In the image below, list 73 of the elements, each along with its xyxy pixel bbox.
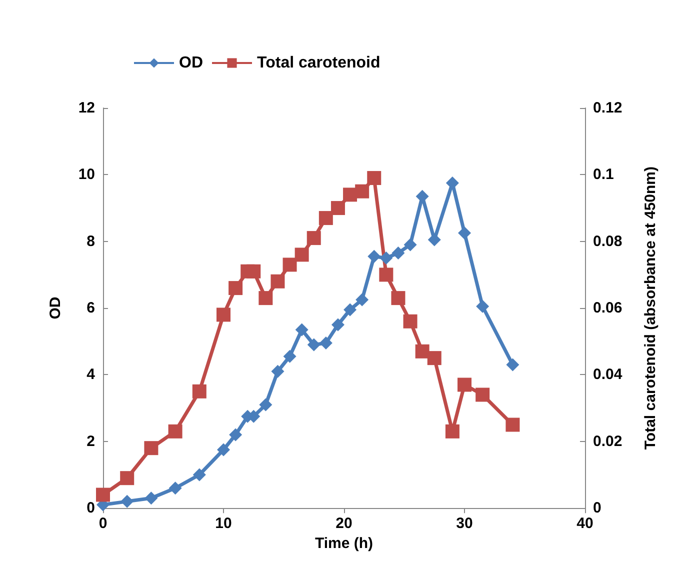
point [96,488,110,502]
point [192,468,206,482]
point [404,238,417,252]
x-tick-label: 40 [576,515,594,532]
x-tick-label: 20 [336,515,352,532]
legend-label: Total carotenoid [257,54,380,72]
point [246,264,261,278]
point [259,398,272,412]
point [120,471,134,486]
y-tick-label: 10 [78,166,95,184]
point [368,250,381,263]
point [120,494,134,508]
y2-axis-title: Total carotenoid (absorbance at 450nm) [642,166,659,450]
point [306,231,321,246]
point [392,246,405,260]
y-tick-label: 8 [86,232,95,250]
point [271,364,284,378]
x-tick-label: 30 [456,515,473,532]
point [458,226,471,240]
point [476,300,490,313]
x-tick-label: 10 [215,515,232,532]
point [427,351,442,366]
y2-tick-label: 0.08 [593,232,622,250]
point [379,268,394,282]
y-tick-label: 12 [78,100,95,116]
point [380,252,393,265]
y2-tick-label: 0.12 [593,100,622,116]
point [458,378,472,392]
y-tick-label: 4 [86,366,96,384]
point [344,303,357,316]
point [330,201,345,216]
point [217,443,230,456]
y2-tick-label: 0.04 [593,366,623,384]
point [319,336,332,350]
point [367,171,382,186]
y-tick-label: 0 [86,500,95,517]
y2-tick-label: 0.02 [593,432,622,450]
point [318,211,333,226]
y-axis-title: OD [47,296,64,320]
legend-label: OD [179,54,203,72]
point [283,350,296,363]
point [506,418,520,432]
point [391,291,406,306]
y2-tick-label: 0.06 [593,300,622,317]
point [403,314,418,328]
point [144,492,158,505]
point [331,318,344,332]
point [282,258,297,272]
y-tick-label: 2 [86,432,95,450]
x-tick-label: 0 [98,515,108,532]
point [216,308,230,322]
point [307,338,320,352]
x-axis-title: Time (h) [314,535,374,552]
point [506,358,520,372]
point [168,424,182,438]
point [294,248,309,262]
point [192,384,206,398]
y2-tick-label: 0.1 [593,166,614,184]
point [428,233,441,246]
point [295,323,308,336]
point [229,428,242,442]
point [355,184,370,198]
point [270,274,285,288]
point [356,293,369,306]
point [168,482,182,495]
point [144,441,158,456]
point [228,281,243,296]
y2-tick-label: 0 [593,500,602,517]
point [258,291,273,306]
point [415,344,430,358]
point [476,388,490,402]
y-tick-label: 6 [86,300,95,317]
point [445,424,460,438]
